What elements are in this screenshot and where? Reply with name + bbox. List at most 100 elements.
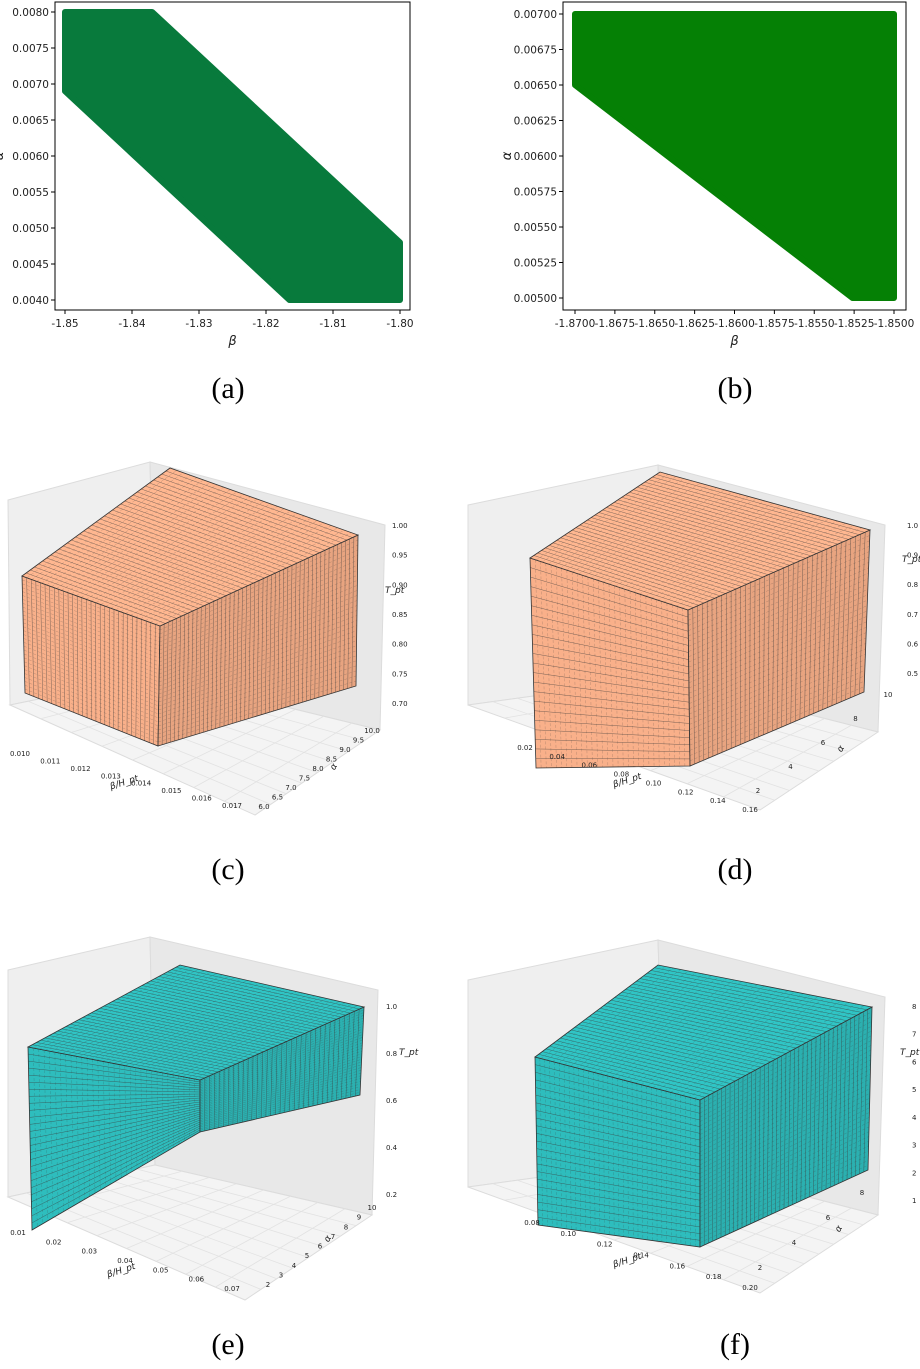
bar-edge [537, 1201, 701, 1228]
bar-edge [23, 646, 159, 699]
block-top-face-fill [534, 964, 874, 1101]
bar-edge [688, 583, 869, 663]
bar-edge [772, 572, 775, 731]
x-tick-label: 0.14 [633, 1252, 649, 1260]
bar-edge [689, 681, 865, 756]
bar-edge [42, 560, 188, 614]
bar-edge [681, 527, 862, 609]
y-tick-label: 6 [821, 739, 826, 747]
bar-edge [721, 595, 723, 753]
bar-edge [178, 616, 181, 740]
bar-edge [636, 486, 838, 545]
bar-edge [608, 583, 614, 768]
bar-edge [664, 997, 827, 1091]
bar-edge [699, 1049, 872, 1140]
bar-edge [158, 976, 342, 1018]
bar-edge [591, 517, 774, 573]
bar-edge [351, 536, 355, 688]
bar-edge [95, 503, 271, 603]
block-side-face [699, 1006, 873, 1248]
bar-edge [573, 1067, 577, 1231]
y-tick-label: 8.0 [312, 765, 323, 773]
x-tick-label: 0.014 [131, 780, 152, 788]
x-tick-label: -1.8700 [555, 318, 596, 330]
bar-edge [199, 1039, 363, 1100]
bar-edge [737, 1079, 739, 1230]
y-tick-label: 6 [826, 1214, 831, 1222]
bar-edge [859, 532, 866, 694]
y-tick-label: 10.0 [364, 727, 380, 735]
y-tick-label: 6.5 [272, 794, 283, 802]
bar-edge [689, 654, 866, 730]
bar-edge [598, 512, 785, 568]
bar-edge [317, 1026, 321, 1105]
x-tick-label: -1.80 [386, 318, 413, 330]
bar-edge [240, 588, 243, 722]
bar-edge [583, 1069, 586, 1232]
z-tick-label: 0.6 [386, 1097, 398, 1105]
bar-edge [625, 494, 822, 552]
bar-edge [621, 991, 822, 1035]
bar-edge [26, 572, 166, 624]
y-tick-label: 0.00550 [514, 222, 557, 234]
bar-edge [545, 1048, 716, 1093]
bar-edge [30, 1113, 201, 1167]
bar-edge [199, 1061, 362, 1113]
bar-edge [199, 1034, 363, 1097]
bar-edge [535, 748, 690, 753]
bar-edge [159, 560, 358, 647]
bar-edge [618, 994, 817, 1038]
bar-edge [689, 670, 865, 746]
bar-edge [614, 997, 812, 1041]
bar-edge [533, 672, 690, 696]
bar-edge [559, 1063, 562, 1229]
panel-f: 0.08 0.10 0.12 0.14 0.16 0.18 0.20 2 4 6 8 1 2 3 4 5 6 7 8… [460, 925, 920, 1369]
bar-edge [260, 1052, 263, 1118]
grid-line [193, 715, 324, 788]
bar-edge [148, 994, 309, 1071]
bar-edge [199, 1086, 361, 1128]
bar-edge [641, 1084, 643, 1240]
bar-edge [22, 579, 160, 631]
bar-edge [306, 557, 309, 702]
bar-edge [535, 1064, 701, 1107]
bar-edge [199, 1056, 362, 1110]
bar-edge [689, 686, 865, 761]
bar-edge [140, 1068, 143, 1166]
bar-edge [312, 1028, 316, 1106]
bar-edge [699, 1117, 870, 1200]
block-front-face [27, 1046, 201, 1231]
bar-edge [331, 546, 334, 694]
bar-edge [536, 1148, 701, 1181]
bar-edge [688, 551, 870, 631]
bar-edge [538, 1054, 706, 1098]
bar-edge [636, 981, 842, 1024]
bar-edge [575, 527, 753, 582]
bar-edge [129, 992, 310, 1032]
bar-edge [119, 987, 279, 1065]
bar-edge [227, 593, 231, 725]
x-tick-label: -1.8575 [754, 318, 795, 330]
bar-edge [813, 553, 818, 714]
bar-edge [689, 664, 866, 741]
x-tick-label: 0.02 [517, 744, 533, 752]
bar-edge [132, 494, 309, 558]
bar-edge [859, 1011, 864, 1174]
bar-edge [699, 1155, 869, 1235]
y-axis-label: α [835, 744, 847, 754]
bar-edge [22, 607, 160, 659]
bar-edge [813, 1037, 817, 1196]
bar-edge [28, 1074, 201, 1089]
bar-edge [242, 1060, 244, 1123]
bar-edge [172, 1074, 174, 1148]
y-axis-label: α [328, 762, 340, 772]
y-tick-label: 9.0 [339, 746, 350, 754]
bar-edge [131, 615, 133, 736]
block-side-face [687, 529, 871, 767]
y-tick-label: 2 [266, 1281, 270, 1289]
bar-edge [694, 1005, 865, 1099]
bar-edge [831, 544, 837, 706]
z-tick-label: 1.0 [386, 1003, 397, 1011]
bar-edge [720, 1088, 722, 1238]
bar-edge [689, 675, 865, 751]
